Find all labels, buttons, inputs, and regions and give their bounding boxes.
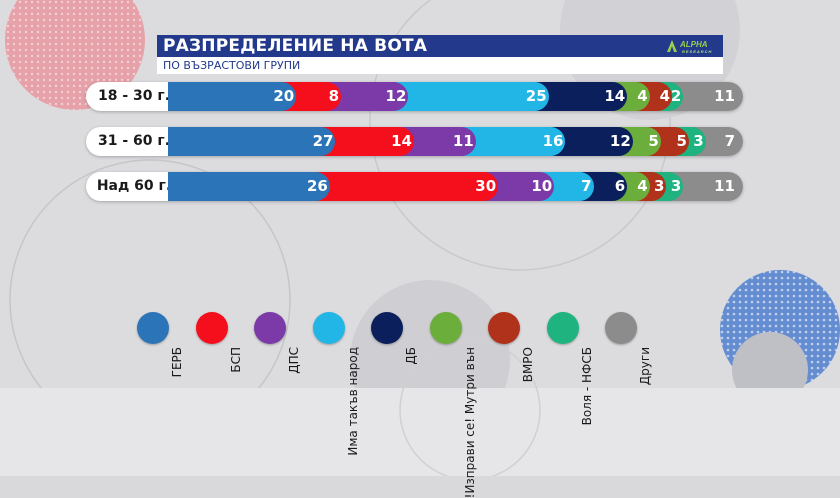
legend-item: Воля - НФСБ — [546, 312, 594, 425]
legend-item: Има такъв народ — [312, 312, 360, 456]
bar-row: 31 - 60 г. 7 3 5 5 12 16 11 14 27 — [86, 127, 743, 156]
bar-row: Над 60 г. 11 3 3 4 6 7 10 30 26 — [86, 172, 743, 201]
logo-subtext: RESEARCH — [682, 49, 713, 54]
legend-color-dot — [137, 312, 169, 344]
legend-item: Други — [605, 312, 652, 422]
bar-segment: 27 — [168, 127, 336, 156]
legend-item: ГЕРБ — [137, 312, 184, 422]
legend-color-dot — [371, 312, 403, 344]
category-label: 18 - 30 г. — [97, 88, 171, 104]
bar-row: 18 - 30 г. 11 2 4 4 14 25 12 8 20 — [86, 82, 743, 111]
chart-title: РАЗПРЕДЕЛЕНИЕ НА ВОТА — [157, 35, 723, 57]
legend-item: Изправи се! Мутри вън! — [429, 312, 477, 498]
background-decoration — [5, 0, 840, 476]
alpha-research-logo: ALPHA RESEARCH — [665, 38, 721, 56]
legend-item: ДБ — [371, 312, 418, 422]
legend-color-dot — [195, 312, 228, 344]
legend-color-dot — [488, 312, 520, 344]
chart-subtitle-text: ПО ВЪЗРАСТОВИ ГРУПИ — [163, 59, 301, 72]
chart-title-text: РАЗПРЕДЕЛЕНИЕ НА ВОТА — [163, 36, 428, 56]
bar-segment: 26 — [168, 172, 330, 201]
legend-color-dot — [254, 312, 286, 344]
category-label: 31 - 60 г. — [97, 133, 171, 149]
legend-color-dot — [312, 312, 345, 344]
category-label: Над 60 г. — [96, 178, 172, 194]
legend-color-dot — [429, 312, 462, 344]
legend-item: ДПС — [254, 312, 301, 422]
alpha-logo-icon — [667, 40, 677, 52]
chart-subtitle: ПО ВЪЗРАСТОВИ ГРУПИ — [157, 57, 723, 74]
bar-segment: 20 — [168, 82, 297, 111]
legend-color-dot — [546, 312, 579, 344]
logo-text: ALPHA — [680, 40, 708, 49]
legend-color-dot — [605, 312, 637, 344]
legend-item: ВМРО — [488, 312, 535, 422]
legend-item: БСП — [195, 312, 243, 422]
